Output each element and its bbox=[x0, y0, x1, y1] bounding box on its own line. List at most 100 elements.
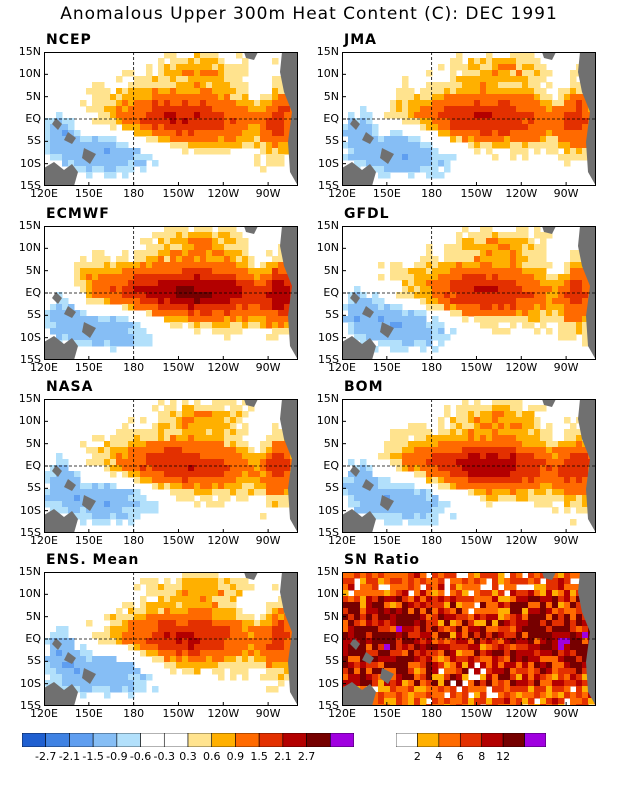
x-tick-label: 90W bbox=[553, 707, 579, 720]
colorbar-swatch bbox=[396, 733, 418, 747]
colorbar-swatch bbox=[258, 733, 284, 747]
panel-jma-map bbox=[342, 52, 596, 186]
panel-sn-ratio-map bbox=[342, 572, 596, 706]
colorbar-swatch bbox=[45, 733, 70, 747]
colorbar-swatch bbox=[69, 733, 94, 747]
landmass-west bbox=[380, 495, 394, 511]
y-tick-label: 15S bbox=[318, 353, 339, 366]
y-tick-label: EQ bbox=[323, 286, 339, 299]
colorbar-swatch bbox=[417, 733, 440, 747]
y-tick-label: 10N bbox=[316, 67, 339, 81]
panel-gfdl-map bbox=[342, 226, 596, 360]
x-tick-label: 150E bbox=[372, 361, 401, 374]
panel-bom-label: BOM bbox=[344, 379, 384, 395]
y-tick-label: EQ bbox=[25, 632, 41, 645]
x-tick-label: 120E bbox=[30, 361, 58, 374]
x-tick-label: 150E bbox=[74, 534, 103, 547]
colorbar-swatch bbox=[438, 733, 461, 747]
panel-bom-map bbox=[342, 399, 596, 533]
x-tick-label: 90W bbox=[553, 187, 579, 200]
landmass-west bbox=[342, 509, 376, 533]
y-tick-label: 5N bbox=[323, 263, 339, 277]
landmass-east bbox=[280, 226, 298, 360]
landmass-east bbox=[244, 52, 258, 60]
landmass-west bbox=[82, 495, 96, 511]
x-tick-label: 180 bbox=[123, 707, 145, 720]
landmass-west bbox=[52, 292, 62, 304]
y-tick-label: EQ bbox=[323, 459, 339, 472]
colorbar-swatch bbox=[524, 733, 546, 747]
panel-gfdl-label: GFDL bbox=[344, 206, 390, 222]
y-tick-label: 5S bbox=[27, 308, 41, 322]
colorbar-swatch bbox=[502, 733, 525, 747]
y-tick-label: 10S bbox=[318, 330, 339, 344]
colorbar-swatch bbox=[481, 733, 504, 747]
y-tick-label: 10S bbox=[20, 676, 41, 690]
colorbar-label: -1.5 bbox=[82, 750, 104, 763]
landmass-west bbox=[380, 148, 394, 164]
anomaly-colorbar bbox=[22, 733, 354, 747]
y-tick-label: EQ bbox=[323, 632, 339, 645]
x-tick-label: 180 bbox=[123, 534, 145, 547]
colorbar-label: 0.6 bbox=[202, 750, 221, 763]
y-tick-label: 5N bbox=[323, 436, 339, 450]
y-tick-label: 15N bbox=[18, 392, 41, 405]
landmass-east bbox=[578, 226, 596, 360]
colorbar-swatch bbox=[235, 733, 260, 747]
x-tick-label: 120W bbox=[207, 361, 240, 374]
colorbar-swatch bbox=[22, 733, 47, 747]
colorbar-label: 2 bbox=[413, 750, 421, 763]
landmass-east bbox=[542, 399, 556, 407]
landmass-west bbox=[82, 148, 96, 164]
colorbar-label: -2.7 bbox=[34, 750, 57, 763]
x-tick-label: 120E bbox=[30, 187, 58, 200]
x-tick-label: 120W bbox=[505, 361, 538, 374]
colorbar-swatch bbox=[116, 733, 141, 747]
x-tick-label: 150W bbox=[460, 187, 493, 200]
x-tick-label: 150W bbox=[460, 534, 493, 547]
y-tick-label: 10S bbox=[20, 330, 41, 344]
y-tick-label: 5N bbox=[25, 436, 41, 450]
landmass-east bbox=[542, 226, 556, 234]
figure-title: Anomalous Upper 300m Heat Content (C): D… bbox=[60, 4, 558, 24]
y-tick-label: 15S bbox=[20, 353, 41, 366]
panel-ens-mean-map bbox=[44, 572, 298, 706]
y-tick-label: 10N bbox=[316, 414, 339, 428]
panel-ens-mean-label: ENS. Mean bbox=[46, 552, 140, 568]
landmass-west bbox=[64, 652, 76, 664]
x-tick-label: 120E bbox=[30, 707, 58, 720]
x-tick-label: 180 bbox=[421, 534, 443, 547]
landmass-east bbox=[244, 572, 258, 580]
landmass-west bbox=[44, 162, 78, 186]
landmass-west bbox=[64, 132, 76, 144]
y-tick-label: 10N bbox=[316, 241, 339, 255]
colorbar-label: 8 bbox=[478, 750, 486, 763]
landmass-west bbox=[380, 322, 394, 338]
x-tick-label: 120W bbox=[505, 187, 538, 200]
x-tick-label: 150W bbox=[460, 361, 493, 374]
x-tick-label: 120E bbox=[328, 187, 356, 200]
colorbar-label: 6 bbox=[456, 750, 464, 763]
landmass-east bbox=[578, 399, 596, 533]
landmass-east bbox=[280, 399, 298, 533]
landmass-west bbox=[380, 668, 394, 684]
x-tick-label: 150W bbox=[162, 187, 195, 200]
y-tick-label: 15N bbox=[316, 565, 339, 578]
x-tick-label: 150W bbox=[162, 707, 195, 720]
y-tick-label: 15N bbox=[18, 565, 41, 578]
landmass-west bbox=[44, 509, 78, 533]
colorbar-label: 0.9 bbox=[226, 750, 245, 763]
colorbar-swatch bbox=[459, 733, 483, 747]
landmass-west bbox=[44, 336, 78, 360]
landmass-west bbox=[52, 118, 62, 130]
colorbar-label: 2.7 bbox=[297, 750, 316, 763]
y-tick-label: 5S bbox=[27, 481, 41, 495]
y-tick-label: 10N bbox=[18, 67, 41, 81]
colorbar-swatch bbox=[187, 733, 213, 747]
y-tick-label: 10N bbox=[18, 414, 41, 428]
y-tick-label: 5S bbox=[325, 134, 339, 148]
colorbar-swatch bbox=[140, 733, 165, 747]
colorbar-label: 1.5 bbox=[250, 750, 268, 763]
y-tick-label: EQ bbox=[323, 112, 339, 125]
y-tick-label: 15N bbox=[18, 219, 41, 232]
